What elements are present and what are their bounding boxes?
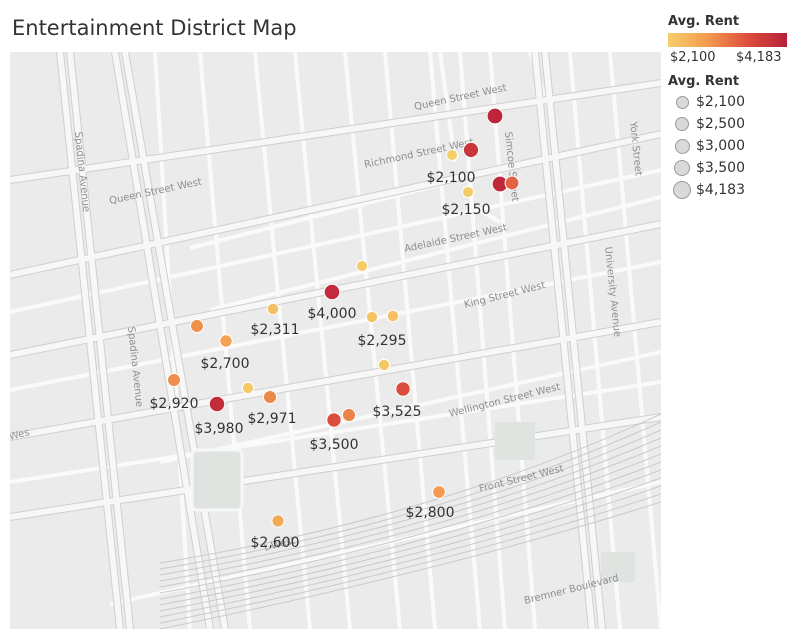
minor-road bbox=[428, 52, 482, 629]
rent-point[interactable] bbox=[461, 185, 475, 199]
rail-track bbox=[159, 437, 661, 582]
rent-point[interactable] bbox=[271, 514, 285, 528]
size-legend-label: $2,500 bbox=[696, 116, 745, 132]
rent-point-label: $2,971 bbox=[248, 411, 297, 427]
major-road bbox=[542, 52, 605, 629]
rent-point[interactable] bbox=[323, 283, 341, 301]
minor-road bbox=[488, 52, 537, 629]
size-legend-item: $3,500 bbox=[668, 157, 796, 179]
rent-point-label: $2,150 bbox=[442, 202, 491, 218]
page-title: Entertainment District Map bbox=[12, 16, 297, 40]
rail-track bbox=[159, 413, 661, 564]
rent-point-label: $3,525 bbox=[373, 404, 422, 420]
rail-track bbox=[159, 461, 661, 600]
size-legend-circle bbox=[673, 181, 691, 199]
color-legend-min: $2,100 bbox=[670, 50, 716, 65]
rent-point[interactable] bbox=[326, 412, 342, 428]
park-area bbox=[601, 552, 635, 582]
size-legend-label: $2,100 bbox=[696, 94, 745, 110]
minor-road bbox=[438, 52, 457, 163]
size-legend-circle bbox=[675, 117, 689, 131]
minor-road bbox=[464, 200, 501, 224]
rent-point[interactable] bbox=[377, 358, 391, 372]
rent-point[interactable] bbox=[190, 319, 204, 333]
size-legend-label: $3,000 bbox=[696, 138, 745, 154]
size-legend-circle bbox=[674, 138, 690, 154]
rent-point[interactable] bbox=[167, 373, 181, 387]
rail-track bbox=[159, 485, 661, 618]
rent-point-label: $2,100 bbox=[427, 170, 476, 186]
rail-track bbox=[159, 469, 661, 606]
size-legend-label: $3,500 bbox=[696, 160, 745, 176]
rail-track bbox=[159, 429, 661, 576]
rail-track bbox=[159, 493, 661, 624]
minor-road bbox=[253, 52, 312, 629]
rent-point[interactable] bbox=[486, 107, 504, 125]
rent-point[interactable] bbox=[462, 141, 480, 159]
map-canvas[interactable]: Queen Street West Queen Street West Richmo… bbox=[10, 52, 661, 629]
size-legend: $2,100 $2,500 $3,000 $3,500 $4,183 bbox=[668, 91, 796, 201]
rent-point[interactable] bbox=[432, 485, 446, 499]
color-legend-title: Avg. Rent bbox=[668, 14, 740, 29]
minor-road bbox=[10, 260, 661, 392]
size-legend-circle bbox=[674, 160, 690, 176]
size-legend-item: $3,000 bbox=[668, 135, 796, 157]
legend: Avg. Rent $2,100 $4,183 Avg. Rent $2,100… bbox=[668, 14, 796, 201]
minor-road bbox=[608, 52, 661, 629]
rent-points[interactable] bbox=[167, 107, 520, 528]
size-legend-item: $2,100 bbox=[668, 91, 796, 113]
rent-point[interactable] bbox=[219, 334, 233, 348]
rail-track bbox=[159, 501, 661, 629]
rent-point-label: $2,295 bbox=[358, 333, 407, 349]
park-area bbox=[190, 448, 244, 512]
rent-point[interactable] bbox=[395, 381, 411, 397]
park-area bbox=[495, 422, 535, 460]
street-label: Wes bbox=[10, 427, 31, 443]
rent-point[interactable] bbox=[504, 175, 520, 191]
rent-point[interactable] bbox=[208, 395, 226, 413]
color-gradient-bar bbox=[668, 33, 787, 47]
rail-yard bbox=[159, 413, 661, 629]
size-legend-item: $4,183 bbox=[668, 179, 796, 201]
rail-track bbox=[159, 477, 661, 612]
minor-road bbox=[293, 52, 352, 629]
size-legend-title: Avg. Rent bbox=[668, 74, 740, 89]
rent-point-label: $2,700 bbox=[201, 356, 250, 372]
rent-point-labels: $2,100 $2,150 $4,000 $2,311 $2,295 $2,700 $2,9… bbox=[150, 170, 491, 551]
minor-road bbox=[10, 380, 661, 484]
rent-point-label: $2,800 bbox=[406, 505, 455, 521]
size-legend-circle bbox=[675, 95, 689, 109]
rent-point-label: $2,600 bbox=[251, 535, 300, 551]
size-legend-item: $2,500 bbox=[668, 113, 796, 135]
major-road bbox=[57, 52, 123, 629]
major-road bbox=[67, 52, 133, 629]
rail-track bbox=[159, 445, 661, 588]
rent-point[interactable] bbox=[241, 381, 255, 395]
size-legend-label: $4,183 bbox=[696, 182, 745, 198]
rent-point[interactable] bbox=[445, 148, 459, 162]
rent-point[interactable] bbox=[386, 309, 400, 323]
color-legend-max: $4,183 bbox=[736, 50, 782, 65]
major-road bbox=[112, 52, 213, 629]
rent-point-label: $3,980 bbox=[195, 421, 244, 437]
rent-point-label: $2,920 bbox=[150, 396, 199, 412]
rail-track bbox=[159, 421, 661, 570]
rail-track bbox=[159, 453, 661, 594]
major-road bbox=[532, 52, 595, 629]
rent-point[interactable] bbox=[266, 302, 280, 316]
major-road bbox=[10, 319, 661, 440]
rent-point-label: $3,500 bbox=[310, 437, 359, 453]
road-network bbox=[10, 52, 661, 629]
rent-point-label: $2,311 bbox=[251, 322, 300, 338]
major-road bbox=[122, 52, 228, 629]
rent-point[interactable] bbox=[341, 407, 357, 423]
rent-point[interactable] bbox=[262, 389, 278, 405]
minor-road bbox=[343, 52, 402, 629]
rent-point[interactable] bbox=[355, 259, 369, 273]
rent-point-label: $4,000 bbox=[308, 306, 357, 322]
rent-point[interactable] bbox=[365, 310, 379, 324]
